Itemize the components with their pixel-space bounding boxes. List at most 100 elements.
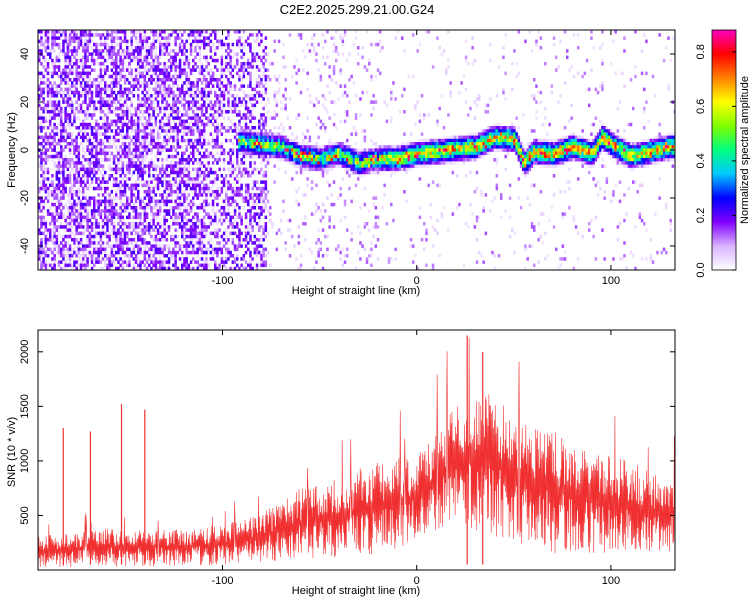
spectrogram-cell (112, 62, 116, 66)
spectrogram-cell (141, 138, 144, 143)
spectrogram-cell (236, 215, 239, 220)
spectrogram-cell (130, 161, 133, 165)
spectrogram-cell (57, 190, 61, 194)
spectrogram-cell (216, 142, 219, 146)
spectrogram-cell (86, 215, 89, 220)
spectrogram-cell (174, 81, 177, 85)
spectrogram-cell (75, 126, 78, 130)
spectrogram-cell (143, 129, 147, 133)
spectrogram-cell (77, 180, 81, 184)
spectrogram-cell (216, 94, 219, 98)
spectrogram-cell (181, 225, 184, 229)
spectrogram-cell (152, 142, 155, 146)
spectrogram-cell (108, 260, 111, 264)
spectrogram-cell (284, 65, 287, 69)
spectrogram-cell (229, 55, 232, 60)
spectrogram-cell (55, 100, 59, 104)
spectrogram-cell (200, 241, 204, 245)
spectrogram-cell (49, 122, 52, 127)
spectrogram-cell (121, 222, 125, 226)
spectrogram-cell (167, 244, 171, 248)
spectrogram-cell (227, 138, 230, 143)
spectrogram-cell (189, 250, 193, 255)
spectrogram-cell (51, 266, 54, 270)
spectrogram-cell (253, 238, 257, 242)
spectrogram-cell (40, 42, 43, 47)
spectrogram-cell (49, 250, 52, 255)
spectrogram-cell (77, 170, 81, 175)
spectrogram-cell (218, 78, 221, 82)
spectrogram-cell (49, 55, 52, 60)
spectrogram-cell (306, 148, 309, 152)
spectrogram-cell (286, 218, 290, 223)
spectrogram-cell (38, 106, 41, 111)
spectrogram-cell (112, 158, 116, 162)
spectrogram-cell (200, 170, 204, 175)
spectrogram-cell (240, 158, 243, 162)
spectrogram-cell (38, 113, 41, 117)
spectrogram-cell (262, 49, 265, 53)
spectrogram-cell (253, 58, 257, 63)
spectrogram-cell (200, 206, 204, 210)
spectrogram-cell (90, 186, 94, 191)
spectrogram-cell (238, 138, 241, 143)
spectrogram-cell (260, 244, 263, 248)
spectrogram-cell (176, 100, 180, 104)
spectrogram-cell (231, 74, 235, 79)
spectrogram-cell (216, 30, 219, 34)
spectrogram-cell (273, 90, 276, 95)
spectrogram-cell (222, 180, 226, 184)
spectrogram-cell (101, 164, 105, 168)
spectrogram-cell (178, 110, 182, 114)
spectrogram-cell (93, 202, 96, 207)
spectrogram-cell (123, 222, 127, 226)
spectrogram-cell (262, 247, 265, 252)
spectrogram-cell (255, 186, 259, 191)
spectrogram-cell (299, 36, 303, 40)
spectrogram-cell (167, 263, 171, 268)
spectrogram-cell (132, 183, 136, 188)
spectrogram-cell (286, 145, 290, 149)
spectrogram-cell (46, 90, 50, 95)
spectrogram-cell (205, 110, 208, 114)
spectrogram-cell (222, 238, 226, 242)
spectrogram-cell (152, 49, 155, 53)
spectrogram-cell (176, 116, 180, 120)
spectrogram-cell (165, 42, 169, 47)
spectrogram-cell (40, 266, 43, 270)
spectrogram-cell (62, 170, 65, 175)
spectrogram-cell (231, 170, 235, 175)
spectrogram-cell (225, 190, 228, 194)
spectrogram-cell (211, 161, 215, 165)
spectrogram-cell (123, 33, 127, 37)
spectrogram-cell (269, 132, 272, 136)
spectrogram-cell (161, 161, 164, 165)
spectrogram-cell (222, 68, 226, 72)
spectrogram-cell (178, 46, 182, 50)
spectrogram-cell (143, 138, 147, 143)
spectrogram-cell (148, 84, 151, 88)
spectrogram-cell (176, 78, 180, 82)
spectrogram-cell (247, 186, 250, 191)
spectrogram-cell (134, 68, 138, 72)
spectrogram-cell (40, 186, 43, 191)
spectrogram-cell (73, 148, 76, 152)
spectrogram-cell (218, 106, 221, 111)
spectrogram-cell (97, 74, 100, 79)
spectrogram-cell (172, 247, 175, 252)
spectrogram-cell (198, 222, 202, 226)
spectrogram-cell (143, 84, 147, 88)
spectrogram-cell (119, 58, 122, 63)
spectrogram-cell (46, 158, 50, 162)
spectrogram-cell (156, 58, 160, 63)
spectrogram-cell (42, 218, 45, 223)
spectrogram-cell (200, 193, 204, 197)
spectrogram-cell (163, 30, 166, 34)
spectrogram-cell (73, 39, 76, 44)
spectrogram-cell (236, 62, 239, 66)
spectrogram-cell (176, 62, 180, 66)
spectrogram-cell (198, 71, 202, 76)
spectrogram-cell (205, 148, 208, 152)
spectrogram-cell (71, 119, 74, 124)
spectrogram-cell (181, 119, 184, 124)
